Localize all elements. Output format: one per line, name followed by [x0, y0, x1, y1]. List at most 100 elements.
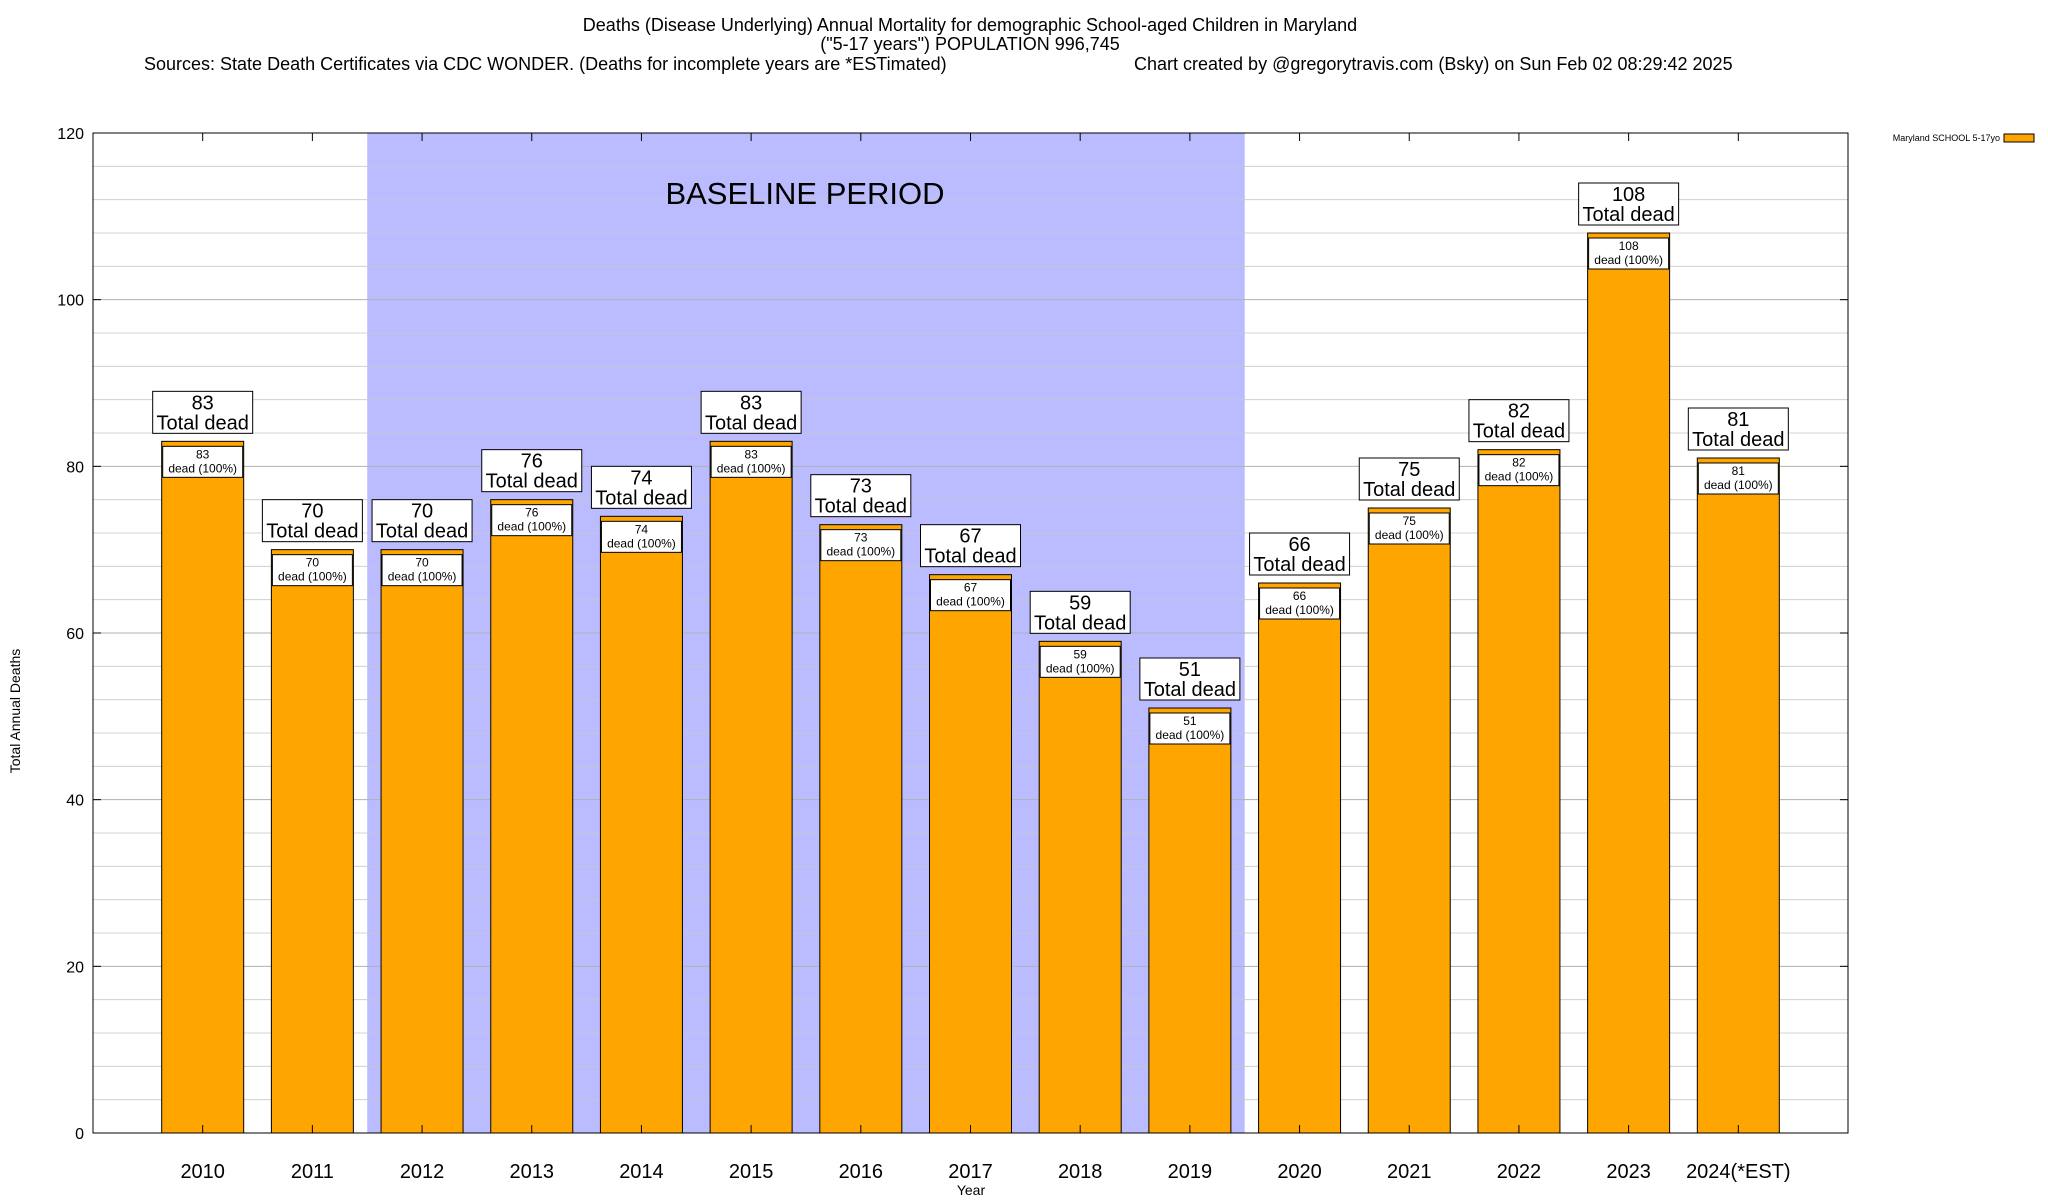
- bar-2014: [599, 515, 683, 1134]
- x-tick-label: 2021: [1387, 1161, 1432, 1183]
- total-box: [590, 465, 692, 509]
- total-value-label: 70: [301, 501, 323, 523]
- inner-value-label: 82: [1512, 456, 1526, 470]
- total-dead-label: Total dead: [595, 487, 687, 509]
- inner-box: [381, 554, 463, 587]
- total-dead-label: Total dead: [705, 412, 797, 434]
- inner-box: [1478, 454, 1560, 487]
- total-value-label: 66: [1288, 534, 1310, 556]
- total-box: [810, 474, 912, 518]
- total-value-label: 83: [740, 392, 762, 414]
- inner-value-label: 67: [964, 581, 978, 595]
- inner-box: [1149, 712, 1231, 745]
- total-value-label: 81: [1727, 409, 1749, 431]
- y-tick-label: 80: [66, 459, 84, 476]
- inner-percent-label: dead (100%): [388, 570, 457, 584]
- y-tick-label: 60: [66, 626, 84, 643]
- y-tick-label: 120: [57, 126, 84, 143]
- inner-value-label: 76: [525, 506, 539, 520]
- inner-percent-label: dead (100%): [278, 570, 347, 584]
- total-dead-label: Total dead: [486, 471, 578, 493]
- total-box: [1029, 590, 1131, 634]
- inner-box: [820, 529, 902, 562]
- inner-percent-label: dead (100%): [826, 545, 895, 559]
- bar-2015: [709, 440, 793, 1134]
- bar-2018: [1038, 640, 1122, 1134]
- total-box: [1139, 657, 1241, 701]
- inner-value-label: 83: [196, 447, 210, 461]
- bar-2016: [819, 524, 903, 1134]
- y-tick-label: 0: [75, 1126, 84, 1143]
- inner-box: [710, 445, 792, 478]
- inner-percent-label: dead (100%): [717, 461, 786, 475]
- inner-box: [930, 579, 1011, 612]
- total-dead-label: Total dead: [1473, 421, 1565, 443]
- x-tick-label: 2016: [839, 1161, 884, 1183]
- inner-box: [1259, 587, 1341, 620]
- total-value-label: 74: [630, 467, 652, 489]
- total-box: [261, 499, 363, 543]
- inner-box: [162, 445, 244, 478]
- y-tick-label: 100: [57, 293, 84, 310]
- inner-box: [271, 554, 353, 587]
- inner-percent-label: dead (100%): [1265, 603, 1334, 617]
- x-tick-label: 2014: [619, 1161, 664, 1183]
- total-dead-label: Total dead: [924, 546, 1016, 568]
- total-value-label: 75: [1398, 459, 1420, 481]
- bar-2019: [1148, 707, 1232, 1134]
- inner-percent-label: dead (100%): [607, 536, 676, 550]
- inner-value-label: 108: [1619, 239, 1639, 253]
- total-value-label: 76: [521, 451, 543, 473]
- inner-value-label: 66: [1293, 589, 1307, 603]
- x-tick-label: 2023: [1606, 1161, 1651, 1183]
- x-tick-label: 2019: [1168, 1161, 1213, 1183]
- total-dead-label: Total dead: [1144, 679, 1236, 701]
- chart-title-line-2: ("5-17 years") POPULATION 996,745: [820, 34, 1120, 54]
- total-value-label: 83: [192, 392, 214, 414]
- bar-2020: [1258, 582, 1342, 1134]
- inner-box: [1368, 512, 1450, 545]
- x-tick-label: 2010: [180, 1161, 225, 1183]
- bar-2024(*EST): [1696, 457, 1780, 1134]
- inner-value-label: 75: [1403, 514, 1417, 528]
- inner-percent-label: dead (100%): [168, 461, 237, 475]
- x-tick-label: 2018: [1058, 1161, 1103, 1183]
- bar-2013: [490, 499, 574, 1134]
- total-value-label: 59: [1069, 592, 1091, 614]
- inner-value-label: 51: [1183, 714, 1197, 728]
- x-tick-label: 2015: [729, 1161, 774, 1183]
- inner-percent-label: dead (100%): [497, 520, 566, 534]
- total-box: [152, 390, 254, 434]
- x-axis-label: Year: [957, 1182, 986, 1198]
- bar-2021: [1367, 507, 1451, 1134]
- total-dead-label: Total dead: [815, 496, 907, 518]
- x-tick-label: 2024(*EST): [1686, 1161, 1791, 1183]
- inner-box: [1588, 237, 1670, 270]
- total-box: [920, 524, 1021, 568]
- inner-value-label: 81: [1732, 464, 1746, 478]
- inner-percent-label: dead (100%): [1485, 470, 1554, 484]
- bar-2012: [380, 549, 464, 1134]
- total-box: [371, 499, 473, 543]
- total-dead-label: Total dead: [157, 412, 249, 434]
- total-value-label: 67: [959, 526, 981, 548]
- total-value-label: 70: [411, 501, 433, 523]
- x-tick-label: 2017: [948, 1161, 993, 1183]
- legend-swatch: [2003, 133, 2035, 143]
- inner-percent-label: dead (100%): [1704, 478, 1773, 492]
- y-tick-label: 40: [66, 793, 84, 810]
- total-box: [1468, 399, 1570, 443]
- bar-2017: [929, 574, 1012, 1134]
- inner-box: [491, 504, 573, 537]
- total-box: [1687, 407, 1789, 451]
- x-tick-label: 2011: [291, 1161, 334, 1183]
- baseline-period-label: BASELINE PERIOD: [665, 176, 944, 211]
- inner-percent-label: dead (100%): [936, 595, 1005, 609]
- inner-value-label: 70: [415, 556, 429, 570]
- bar-2011: [270, 549, 354, 1134]
- inner-percent-label: dead (100%): [1375, 528, 1444, 542]
- total-dead-label: Total dead: [1692, 429, 1784, 451]
- total-dead-label: Total dead: [1034, 612, 1126, 634]
